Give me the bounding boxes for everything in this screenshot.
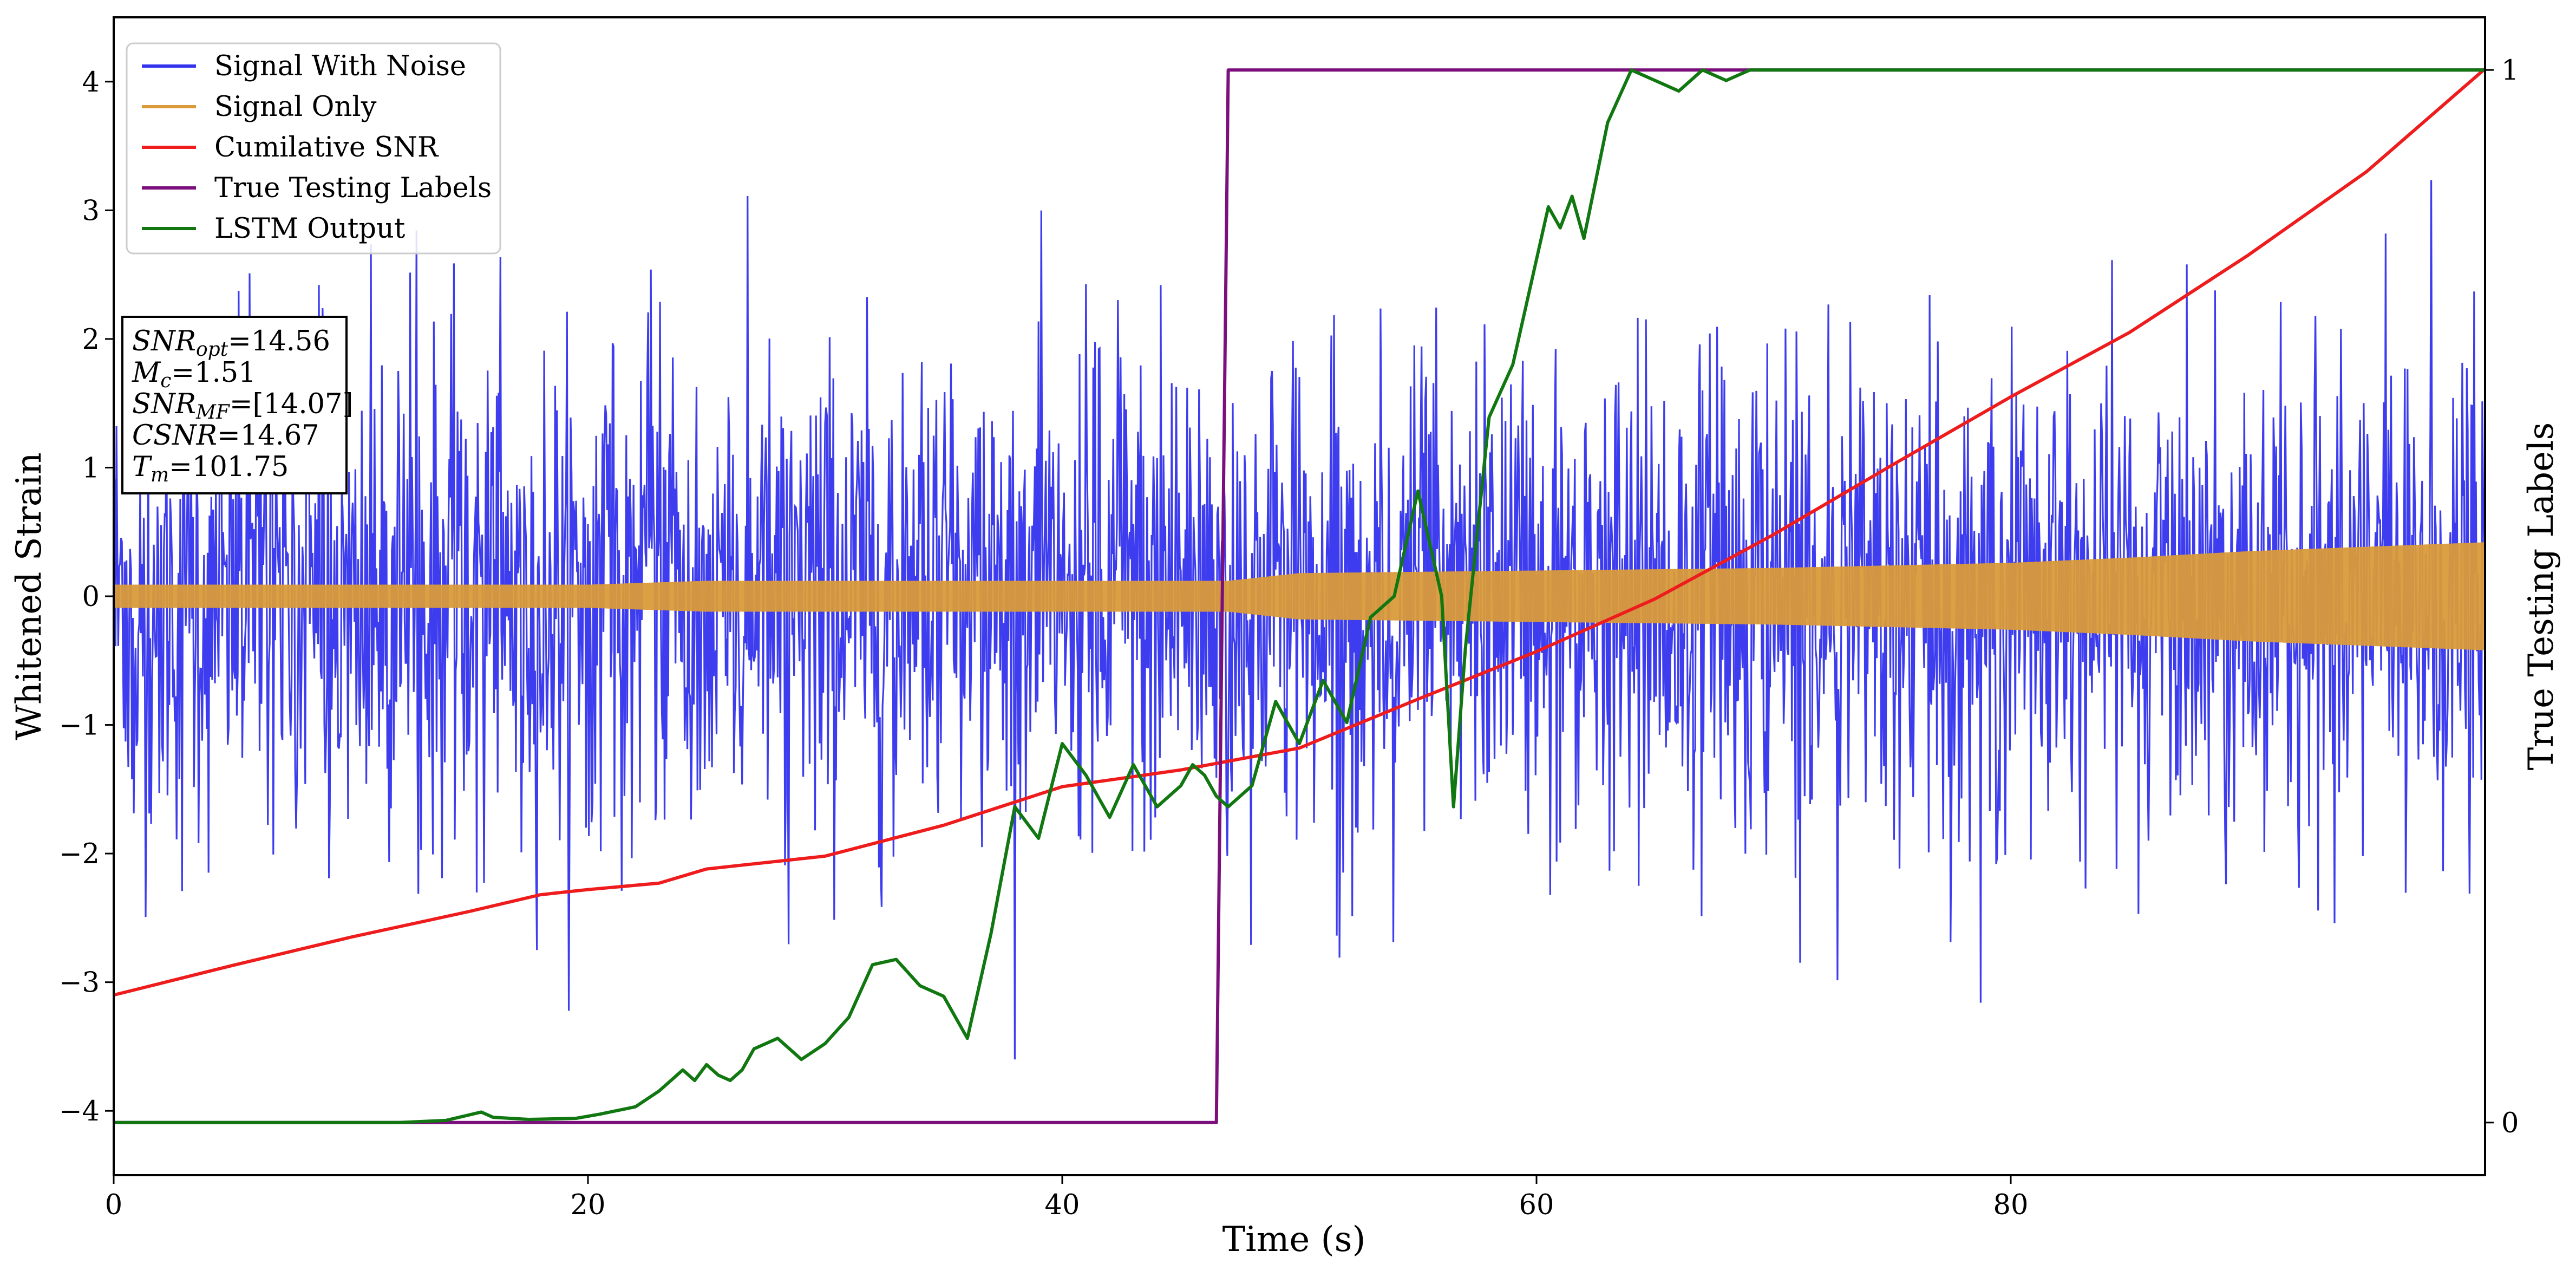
- y-tick-label: −1: [59, 710, 100, 742]
- legend-label: Cumilative SNR: [214, 132, 439, 164]
- y2-axis-ticks: 01: [2485, 55, 2519, 1139]
- legend-label: True Testing Labels: [214, 172, 492, 204]
- series-lstm-output: [114, 68, 2485, 1124]
- x-tick-label: 0: [105, 1189, 122, 1221]
- legend-label: LSTM Output: [214, 213, 406, 245]
- x-tick-label: 60: [1519, 1189, 1554, 1221]
- legend-label: Signal Only: [214, 91, 377, 123]
- y-axis-ticks: −4 −3 −2 −1 0 1 2 3 4: [59, 67, 114, 1128]
- y2-axis-title: True Testing Labels: [2521, 422, 2561, 771]
- legend: Signal With Noise Signal Only Cumilative S…: [126, 42, 501, 255]
- x-axis-title: Time (s): [1222, 1220, 1366, 1260]
- y2-tick-label: 0: [2501, 1107, 2519, 1139]
- stats-box-frame: [121, 316, 348, 494]
- y-tick-label: 4: [82, 67, 100, 99]
- y-tick-label: 0: [82, 581, 100, 613]
- plot-layer: [114, 67, 2485, 1124]
- legend-box: [126, 42, 501, 255]
- stats-line: Tm=101.75: [132, 451, 289, 486]
- y-tick-label: −3: [59, 967, 100, 999]
- series-cumulative-snr: [114, 67, 2485, 997]
- x-tick-label: 20: [571, 1189, 606, 1221]
- x-tick-label: 40: [1045, 1189, 1080, 1221]
- stats-line: Mc=1.51: [132, 357, 256, 392]
- stats-annotation-box: SNRopt=14.56Mc=1.51SNRMF=[14.07]CSNR=14.…: [121, 316, 353, 494]
- y-tick-label: 3: [82, 195, 100, 227]
- legend-label: Signal With Noise: [214, 50, 466, 82]
- stats-line: CSNR=14.67: [132, 420, 319, 452]
- stats-line: SNRopt=14.56: [132, 325, 330, 361]
- stats-line: SNRMF=[14.07]: [132, 388, 353, 424]
- y-tick-label: −2: [59, 838, 100, 870]
- y2-tick-label: 1: [2501, 55, 2519, 87]
- series-signal-only: [114, 542, 2485, 650]
- y-axis-title: Whitened Strain: [9, 452, 49, 740]
- x-tick-label: 80: [1993, 1189, 2029, 1221]
- y-tick-label: 2: [82, 324, 100, 356]
- y-tick-label: 1: [82, 452, 100, 484]
- y-tick-label: −4: [59, 1096, 100, 1128]
- x-axis-ticks: 0 20 40 60 80: [105, 1175, 2029, 1221]
